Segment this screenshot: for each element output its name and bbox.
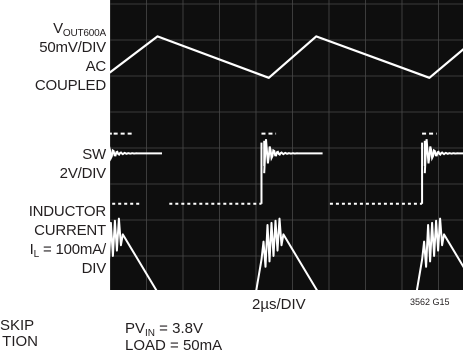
vout-name: VOUT600A xyxy=(53,20,106,39)
sw-ringing xyxy=(423,139,463,174)
vout-scale: 50mV/DIV xyxy=(39,39,106,56)
oscilloscope-screen xyxy=(110,0,463,290)
inductor-line-2: CURRENT xyxy=(34,222,106,239)
inductor-current-burst xyxy=(415,217,463,290)
inductor-line-4: DIV xyxy=(81,260,107,277)
pvin-subscript: IN xyxy=(145,328,156,339)
vout-subscript: OUT600A xyxy=(62,28,106,39)
inductor-current-burst xyxy=(255,217,318,290)
left-fragment-2: TION xyxy=(2,333,38,350)
condition-pvin: PVIN = 3.8V xyxy=(125,320,203,339)
inductor-label: INDUCTOR CURRENT IL = 100mA/ DIV xyxy=(0,202,106,278)
condition-load: LOAD = 50mA xyxy=(125,337,223,354)
vout-label: VOUT600A 50mV/DIV AC COUPLED xyxy=(0,19,106,95)
sw-ringing xyxy=(263,139,323,174)
figure-code: 3562 G15 xyxy=(410,297,450,307)
sw-name: SW xyxy=(82,146,106,163)
inductor-line-3: IL = 100mA/ xyxy=(29,241,107,260)
vout-coupling-2: COUPLED xyxy=(34,77,106,94)
inductor-line-1: INDUCTOR xyxy=(28,203,106,220)
timebase-label: 2µs/DIV xyxy=(252,296,306,313)
inductor-current-burst xyxy=(110,217,158,290)
left-fragment-1: SKIP xyxy=(0,317,35,334)
inductor-subscript: L xyxy=(33,249,40,260)
sw-ringing xyxy=(110,146,162,162)
vout-trace xyxy=(110,35,463,79)
sw-label: SW 2V/DIV xyxy=(0,145,107,183)
vout-coupling-1: AC xyxy=(85,58,107,75)
sw-scale: 2V/DIV xyxy=(59,165,107,182)
scope-plot xyxy=(110,0,463,290)
